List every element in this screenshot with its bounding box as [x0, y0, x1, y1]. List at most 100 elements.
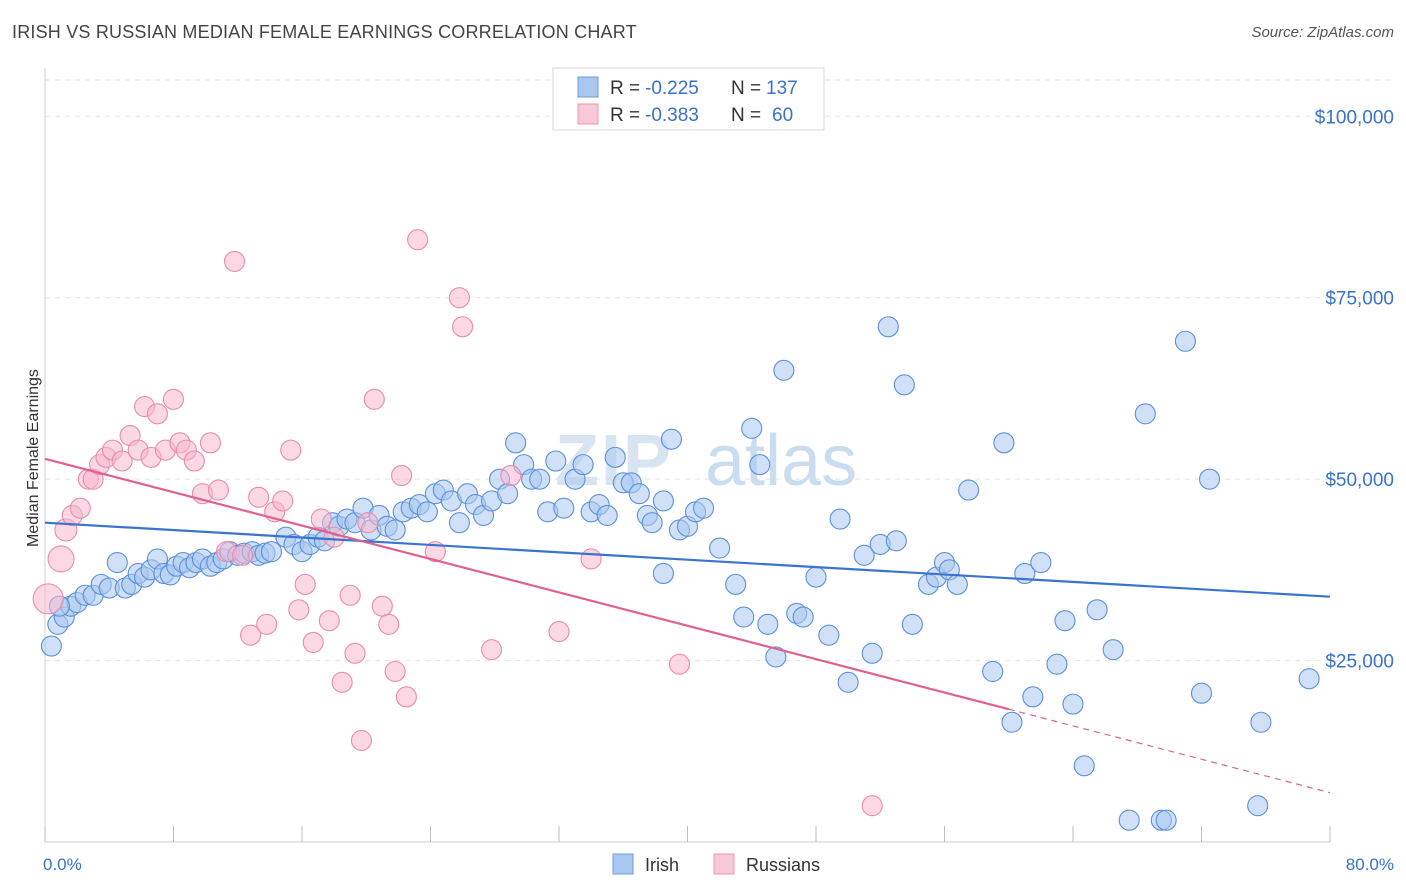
legend-box: R = -0.225 N = 137 R = -0.383 N = 60 — [552, 67, 825, 131]
irish-point — [749, 454, 771, 476]
russians-trend-extension — [1008, 708, 1331, 794]
russians-point — [183, 450, 205, 472]
irish-point — [1030, 552, 1052, 574]
legend-russians-r-value: -0.383 — [645, 105, 699, 126]
russians-point — [395, 686, 417, 708]
irish-point — [1073, 755, 1095, 777]
irish-point — [628, 483, 650, 505]
y-axis-label: Median Female Earnings — [25, 369, 42, 547]
russians-point — [391, 464, 413, 487]
irish-point — [652, 562, 674, 585]
irish-point — [660, 428, 682, 450]
russians-point — [310, 508, 332, 530]
legend-russians-swatch — [577, 103, 599, 125]
irish-point — [641, 512, 663, 534]
irish-point — [572, 454, 594, 476]
irish-point — [757, 613, 779, 635]
russians-point — [207, 479, 230, 501]
irish-point — [805, 566, 827, 588]
axes — [44, 68, 1331, 843]
russians-point — [344, 642, 366, 664]
russians-points — [32, 229, 883, 817]
russians-point — [223, 250, 246, 272]
irish-point — [652, 490, 674, 512]
irish-point — [604, 446, 626, 468]
russians-point — [580, 548, 602, 570]
irish-point — [1062, 693, 1084, 715]
irish-point — [1155, 809, 1177, 831]
y-tick-label: $100,000 — [1315, 107, 1394, 128]
irish-point — [829, 508, 851, 530]
legend-irish-r-label: R = — [610, 78, 640, 99]
russians-point — [47, 545, 75, 573]
irish-point — [958, 479, 980, 501]
legend-russians-n-label: N = — [731, 105, 761, 126]
irish-point — [709, 537, 731, 559]
russians-point — [111, 450, 133, 472]
irish-point — [40, 635, 62, 657]
trend-lines — [44, 457, 1331, 794]
irish-point — [901, 613, 923, 635]
russians-point — [861, 795, 883, 817]
russians-point — [32, 583, 64, 615]
irish-point — [1001, 711, 1023, 733]
irish-point — [773, 359, 795, 381]
russians-point — [240, 624, 262, 646]
russians-point — [331, 671, 353, 693]
russians-point — [162, 388, 185, 410]
russians-point — [668, 653, 691, 675]
irish-point — [1198, 468, 1221, 490]
irish-point — [792, 606, 814, 628]
russians-point — [318, 610, 340, 632]
watermark-atlas: atlas — [705, 421, 857, 501]
russians-point — [272, 490, 294, 512]
irish-point — [1086, 599, 1108, 621]
irish-points — [40, 316, 1320, 831]
legend-irish-swatch — [577, 76, 599, 98]
russians-point — [199, 432, 221, 454]
irish-point — [741, 417, 763, 439]
russians-point — [363, 388, 385, 410]
irish-point — [885, 530, 907, 552]
chart-source: Source: ZipAtlas.com — [1251, 24, 1394, 41]
y-tick-label: $50,000 — [1325, 470, 1394, 491]
grid-lines — [45, 79, 1394, 662]
russians-point — [248, 486, 270, 508]
irish-point — [106, 552, 128, 574]
irish-point — [837, 671, 859, 693]
irish-point — [1174, 330, 1196, 352]
legend-irish-n-value: 137 — [766, 78, 798, 99]
legend-russians-n-value: 60 — [772, 105, 793, 126]
bottom-legend: Irish Russians — [612, 853, 820, 875]
russians-point — [146, 403, 168, 425]
russians-point — [357, 512, 379, 534]
russians-point — [407, 229, 429, 251]
legend-russians-r-label: R = — [610, 105, 640, 126]
russians-point — [232, 544, 254, 566]
irish-point — [946, 573, 968, 595]
bottom-legend-irish-swatch — [612, 853, 634, 875]
irish-point — [384, 519, 406, 541]
irish-point — [733, 606, 755, 628]
y-tick-label: $25,000 — [1325, 652, 1394, 673]
irish-point — [993, 432, 1015, 454]
irish-point — [1298, 668, 1320, 690]
irish-point — [765, 646, 787, 668]
irish-point — [1022, 686, 1044, 708]
bottom-legend-russians-label: Russians — [746, 855, 820, 875]
irish-point — [877, 316, 899, 338]
irish-point — [553, 497, 575, 519]
irish-point — [545, 450, 567, 472]
russians-point — [500, 464, 522, 487]
irish-point — [1118, 809, 1140, 831]
x-tick-left: 0.0% — [43, 855, 82, 874]
irish-point — [1190, 682, 1213, 704]
russians-point — [452, 316, 474, 338]
russians-point — [280, 439, 302, 461]
russians-point — [288, 599, 310, 621]
x-tick-right: 80.0% — [1346, 855, 1394, 874]
bottom-legend-russians-swatch — [713, 853, 735, 875]
legend-irish-n-label: N = — [731, 78, 761, 99]
irish-point — [982, 660, 1004, 683]
